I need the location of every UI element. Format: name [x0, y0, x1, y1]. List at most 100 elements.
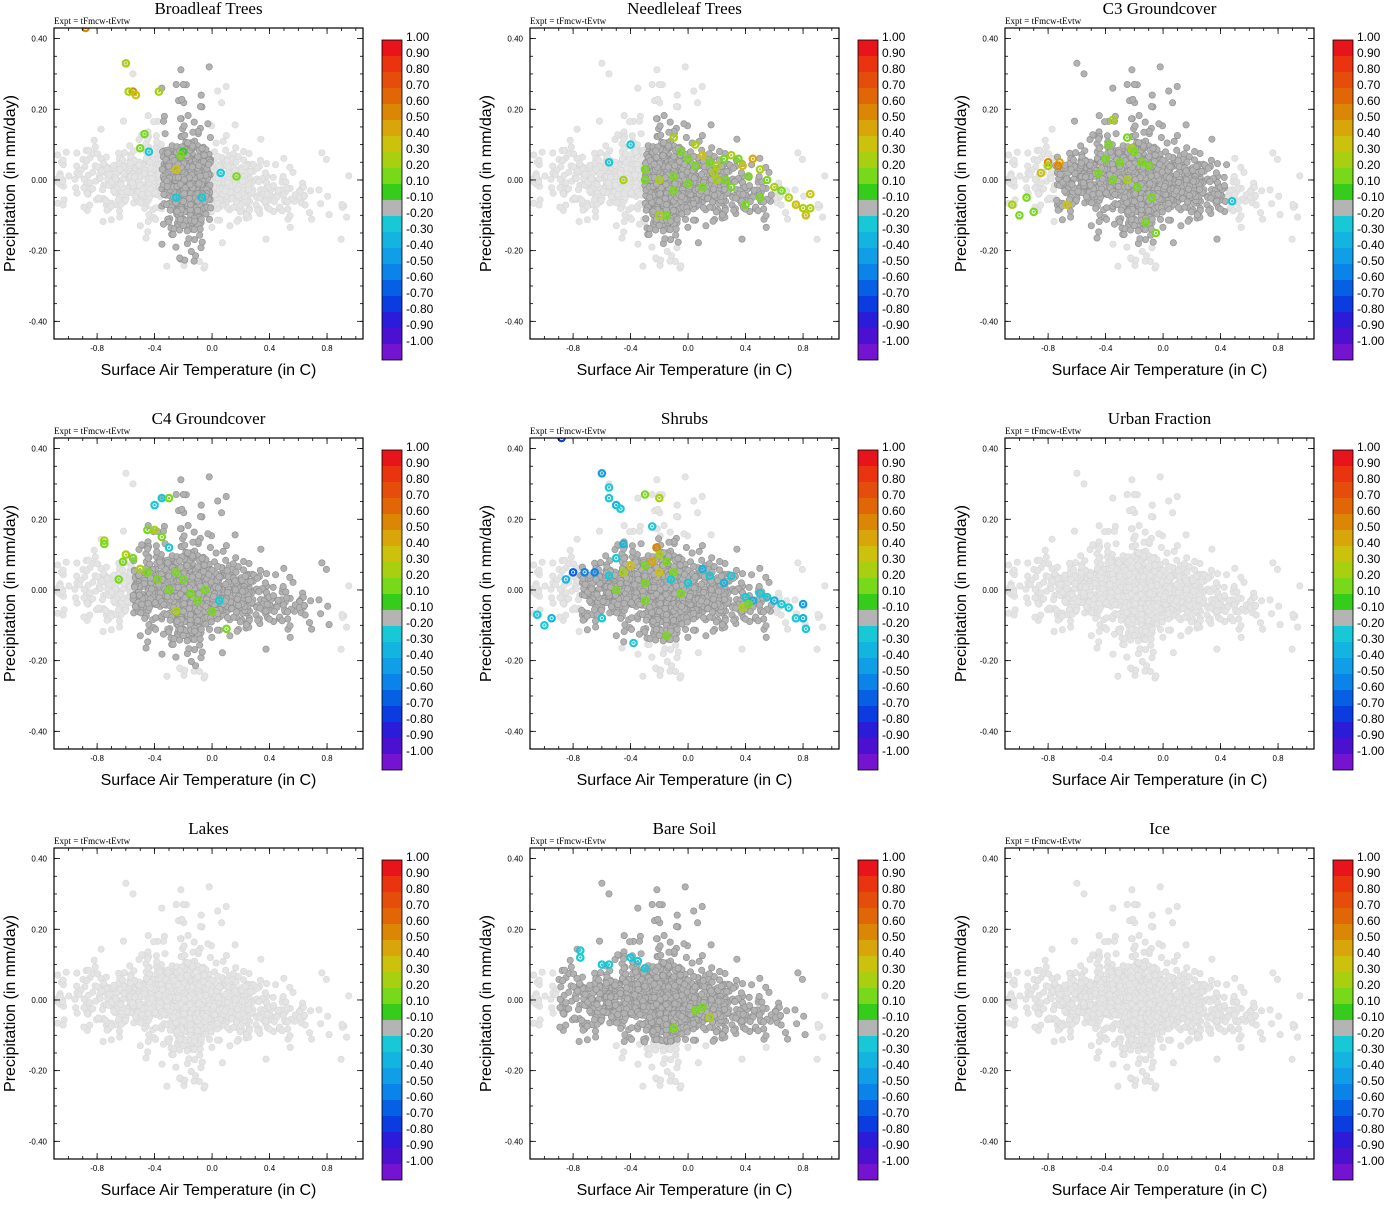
- colorbar-label: -0.10: [1357, 190, 1385, 204]
- scatter-point-colored-center: [747, 175, 750, 178]
- scatter-point-background: [110, 187, 118, 195]
- scatter-point-background: [1256, 209, 1264, 217]
- scatter-point-neutral: [1127, 226, 1135, 234]
- scatter-point-colored-center: [1039, 171, 1043, 175]
- scatter-point-neutral: [305, 619, 313, 627]
- scatter-point-neutral: [1131, 122, 1139, 130]
- colorbar-swatch: [858, 344, 878, 360]
- axis-ticks: [54, 28, 363, 340]
- scatter-point-neutral: [698, 132, 706, 140]
- x-tick-label: 0.8: [322, 344, 334, 353]
- scatter-point-neutral: [179, 81, 187, 89]
- scatter-point-neutral: [1183, 144, 1191, 152]
- scatter-point-colored: [121, 58, 131, 68]
- scatter-point-neutral: [1220, 182, 1228, 190]
- scatter-point-neutral: [1130, 222, 1138, 230]
- scatter-point-neutral: [1204, 164, 1212, 172]
- scatter-point-colored-center: [686, 182, 690, 185]
- scatter-point-background: [614, 131, 622, 139]
- scatter-point-neutral: [317, 610, 325, 618]
- scatter-point-background: [1268, 200, 1276, 208]
- colorbar-swatch: [858, 296, 878, 312]
- scatter-point-background: [337, 645, 345, 653]
- x-tick-label: 0.8: [1273, 344, 1285, 353]
- scatter-point-neutral: [1125, 160, 1133, 168]
- scatter-point-neutral: [1082, 173, 1090, 181]
- scatter-point-colored: [805, 189, 815, 199]
- scatter-point-background: [652, 254, 660, 262]
- colorbar-label: -0.30: [1357, 222, 1385, 236]
- scatter-point-neutral: [179, 197, 187, 205]
- colorbar-swatch: [382, 168, 402, 184]
- scatter-point-background: [1048, 125, 1056, 133]
- colorbar-label: 0.70: [406, 78, 430, 92]
- scatter-point-neutral: [1093, 234, 1101, 242]
- scatter-point-neutral: [177, 115, 185, 123]
- scatter-point-background: [59, 201, 67, 209]
- scatter-point-background: [1007, 173, 1015, 181]
- scatter-point-neutral: [1077, 159, 1085, 167]
- scatter-point-neutral: [1156, 63, 1164, 71]
- scatter-point-neutral: [721, 186, 729, 194]
- scatter-point-background: [214, 216, 222, 224]
- scatter-point-background: [338, 611, 346, 619]
- scatter-point-neutral: [1186, 192, 1194, 200]
- scatter-point-background: [1146, 257, 1154, 265]
- scatter-point-colored-center: [1126, 136, 1129, 139]
- scatter-point-colored-center: [1230, 200, 1234, 203]
- scatter-point-neutral: [666, 226, 674, 234]
- scatter-point-background: [83, 190, 91, 198]
- scatter-point-neutral: [756, 154, 764, 162]
- colorbar-swatch: [382, 344, 402, 360]
- scatter-point-neutral: [667, 217, 675, 225]
- colorbar-label: 0.40: [406, 126, 430, 140]
- scatter-point-background: [549, 189, 557, 197]
- scatter-point-neutral: [204, 120, 212, 128]
- scatter-point-colored-center: [622, 178, 625, 182]
- x-tick-label: -0.4: [1099, 344, 1113, 353]
- scatter-point-background: [572, 175, 580, 183]
- scatter-point-neutral: [1087, 181, 1095, 189]
- scatter-point-neutral: [1148, 103, 1156, 111]
- scatter-point-neutral: [256, 566, 264, 574]
- scatter-point-background: [559, 190, 567, 198]
- scatter-point-background: [541, 172, 549, 180]
- scatter-point-background: [263, 190, 271, 198]
- scatter-point-neutral: [762, 223, 770, 231]
- scatter-point-background: [653, 66, 661, 74]
- colorbar-swatch: [1333, 72, 1353, 88]
- scatter-point-neutral: [1184, 198, 1192, 206]
- scatter-point-neutral: [1170, 137, 1178, 145]
- scatter-point-neutral: [180, 122, 188, 130]
- scatter-point-neutral: [709, 217, 717, 225]
- scatter-point-background: [95, 604, 103, 612]
- scatter-point-background: [592, 165, 600, 173]
- scatter-point-background: [62, 558, 70, 566]
- colorbar-swatch: [1333, 40, 1353, 56]
- scatter-point-colored: [1130, 147, 1139, 157]
- scatter-point-background: [112, 175, 120, 183]
- scatter-point-background: [120, 527, 128, 535]
- scatter-point-background: [89, 595, 97, 603]
- colorbar-label: 0.90: [406, 46, 430, 60]
- scatter-point-background: [278, 207, 286, 215]
- scatter-point-neutral: [672, 231, 680, 239]
- scatter-point-background: [318, 149, 326, 157]
- scatter-point-neutral: [1130, 197, 1138, 205]
- scatter-point-background: [270, 198, 278, 206]
- scatter-point-colored: [1022, 193, 1031, 202]
- scatter-point-neutral: [664, 163, 672, 171]
- axes-frame: [1004, 27, 1315, 340]
- scatter-point-colored-center: [809, 207, 812, 210]
- scatter-point-background: [86, 201, 94, 209]
- scatter-point-neutral: [160, 191, 168, 199]
- scatter-point-background: [663, 248, 671, 256]
- scatter-point-neutral: [169, 231, 177, 239]
- scatter-point-background: [681, 63, 689, 71]
- scatter-point-neutral: [1165, 152, 1173, 160]
- scatter-point-background: [116, 165, 124, 173]
- colorbar-swatch: [858, 104, 878, 120]
- scatter-point-neutral: [670, 206, 678, 214]
- scatter-point-background: [1237, 163, 1245, 171]
- scatter-point-background: [639, 262, 647, 270]
